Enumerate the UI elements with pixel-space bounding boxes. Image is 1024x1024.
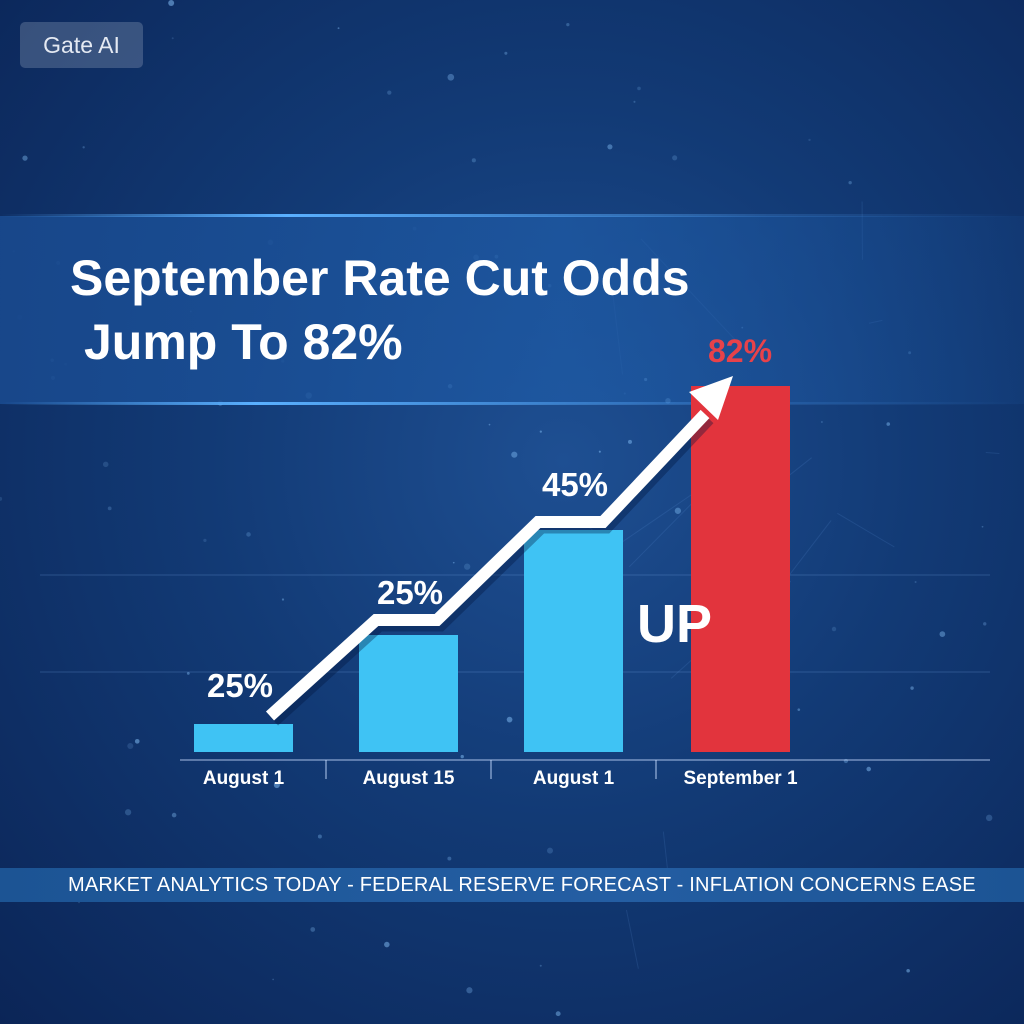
x-tick-label: August 1: [203, 768, 285, 789]
annotation-up: UP: [637, 594, 712, 654]
headline: September Rate Cut Odds Jump To 82%: [70, 246, 850, 374]
particle: [466, 987, 473, 994]
particle: [983, 622, 987, 626]
network-line: [783, 520, 832, 583]
particle: [273, 782, 280, 789]
particle: [310, 927, 316, 932]
particle: [674, 507, 682, 514]
particle: [672, 155, 678, 161]
network-line: [837, 512, 895, 548]
particle: [471, 158, 476, 163]
bar: [524, 530, 623, 752]
particle: [272, 978, 274, 981]
headline-line-1: September Rate Cut Odds: [70, 250, 690, 306]
particle: [886, 422, 891, 426]
trend-arrow: [265, 409, 710, 721]
particle: [460, 754, 464, 759]
bar-highlight: [691, 386, 790, 752]
particle: [203, 538, 207, 542]
particle: [504, 51, 508, 55]
particle: [127, 742, 134, 749]
particle: [134, 738, 140, 744]
particle: [910, 686, 914, 690]
particle: [124, 809, 132, 816]
particle: [171, 37, 174, 40]
particle: [511, 451, 518, 458]
particle: [633, 100, 636, 103]
particle: [547, 847, 553, 854]
particle: [384, 941, 390, 948]
particle: [186, 671, 190, 675]
particle: [831, 626, 837, 632]
particle: [0, 496, 3, 501]
watermark-badge: Gate AI: [20, 22, 143, 68]
particle: [985, 814, 993, 822]
headline-banner: [0, 216, 1024, 404]
ticker-text: MARKET ANALYTICS TODAY - FEDERAL RESERVE…: [68, 874, 976, 896]
particle: [168, 0, 175, 7]
particle: [906, 968, 910, 973]
particle: [337, 27, 340, 30]
particle: [866, 766, 871, 772]
particle: [506, 716, 513, 723]
data-label: 25%: [377, 574, 443, 611]
particle: [447, 73, 455, 81]
banner-glow-top: [0, 214, 1024, 217]
particle: [488, 423, 491, 426]
data-label: 45%: [542, 466, 608, 503]
particle: [939, 631, 946, 637]
bar: [359, 635, 458, 752]
x-tick-label: August 1: [533, 768, 615, 789]
particle: [820, 420, 823, 424]
particle: [317, 834, 322, 839]
particle: [566, 23, 570, 27]
bar: [194, 724, 293, 752]
particle: [107, 506, 112, 511]
particle: [598, 450, 601, 453]
particle: [627, 439, 632, 444]
particle: [637, 86, 641, 91]
x-tick-label: August 15: [363, 768, 455, 789]
particle: [848, 180, 852, 185]
particle: [464, 563, 471, 570]
network-line: [985, 452, 1000, 454]
trend-arrow-head: [689, 376, 733, 420]
particle: [281, 598, 285, 601]
x-tick-label: September 1: [683, 768, 797, 789]
particle: [539, 430, 542, 433]
particle: [387, 90, 392, 95]
particle: [914, 581, 917, 584]
headline-line-2: Jump To 82%: [84, 314, 403, 370]
news-ticker: MARKET ANALYTICS TODAY - FEDERAL RESERVE…: [0, 868, 1024, 902]
particle: [797, 708, 801, 711]
particle: [539, 964, 542, 967]
particle: [82, 146, 85, 149]
banner-glow-bottom: [0, 402, 1024, 405]
particle: [808, 138, 811, 142]
data-label: 25%: [207, 667, 273, 704]
particle: [607, 144, 613, 150]
particle: [555, 1011, 561, 1017]
particle: [246, 532, 251, 537]
particle: [22, 155, 28, 161]
particle: [171, 812, 177, 818]
particle: [981, 525, 984, 528]
data-label: 82%: [708, 333, 772, 369]
particle: [452, 561, 455, 564]
particle: [102, 461, 109, 468]
particle: [447, 856, 452, 861]
network-line: [625, 909, 639, 969]
